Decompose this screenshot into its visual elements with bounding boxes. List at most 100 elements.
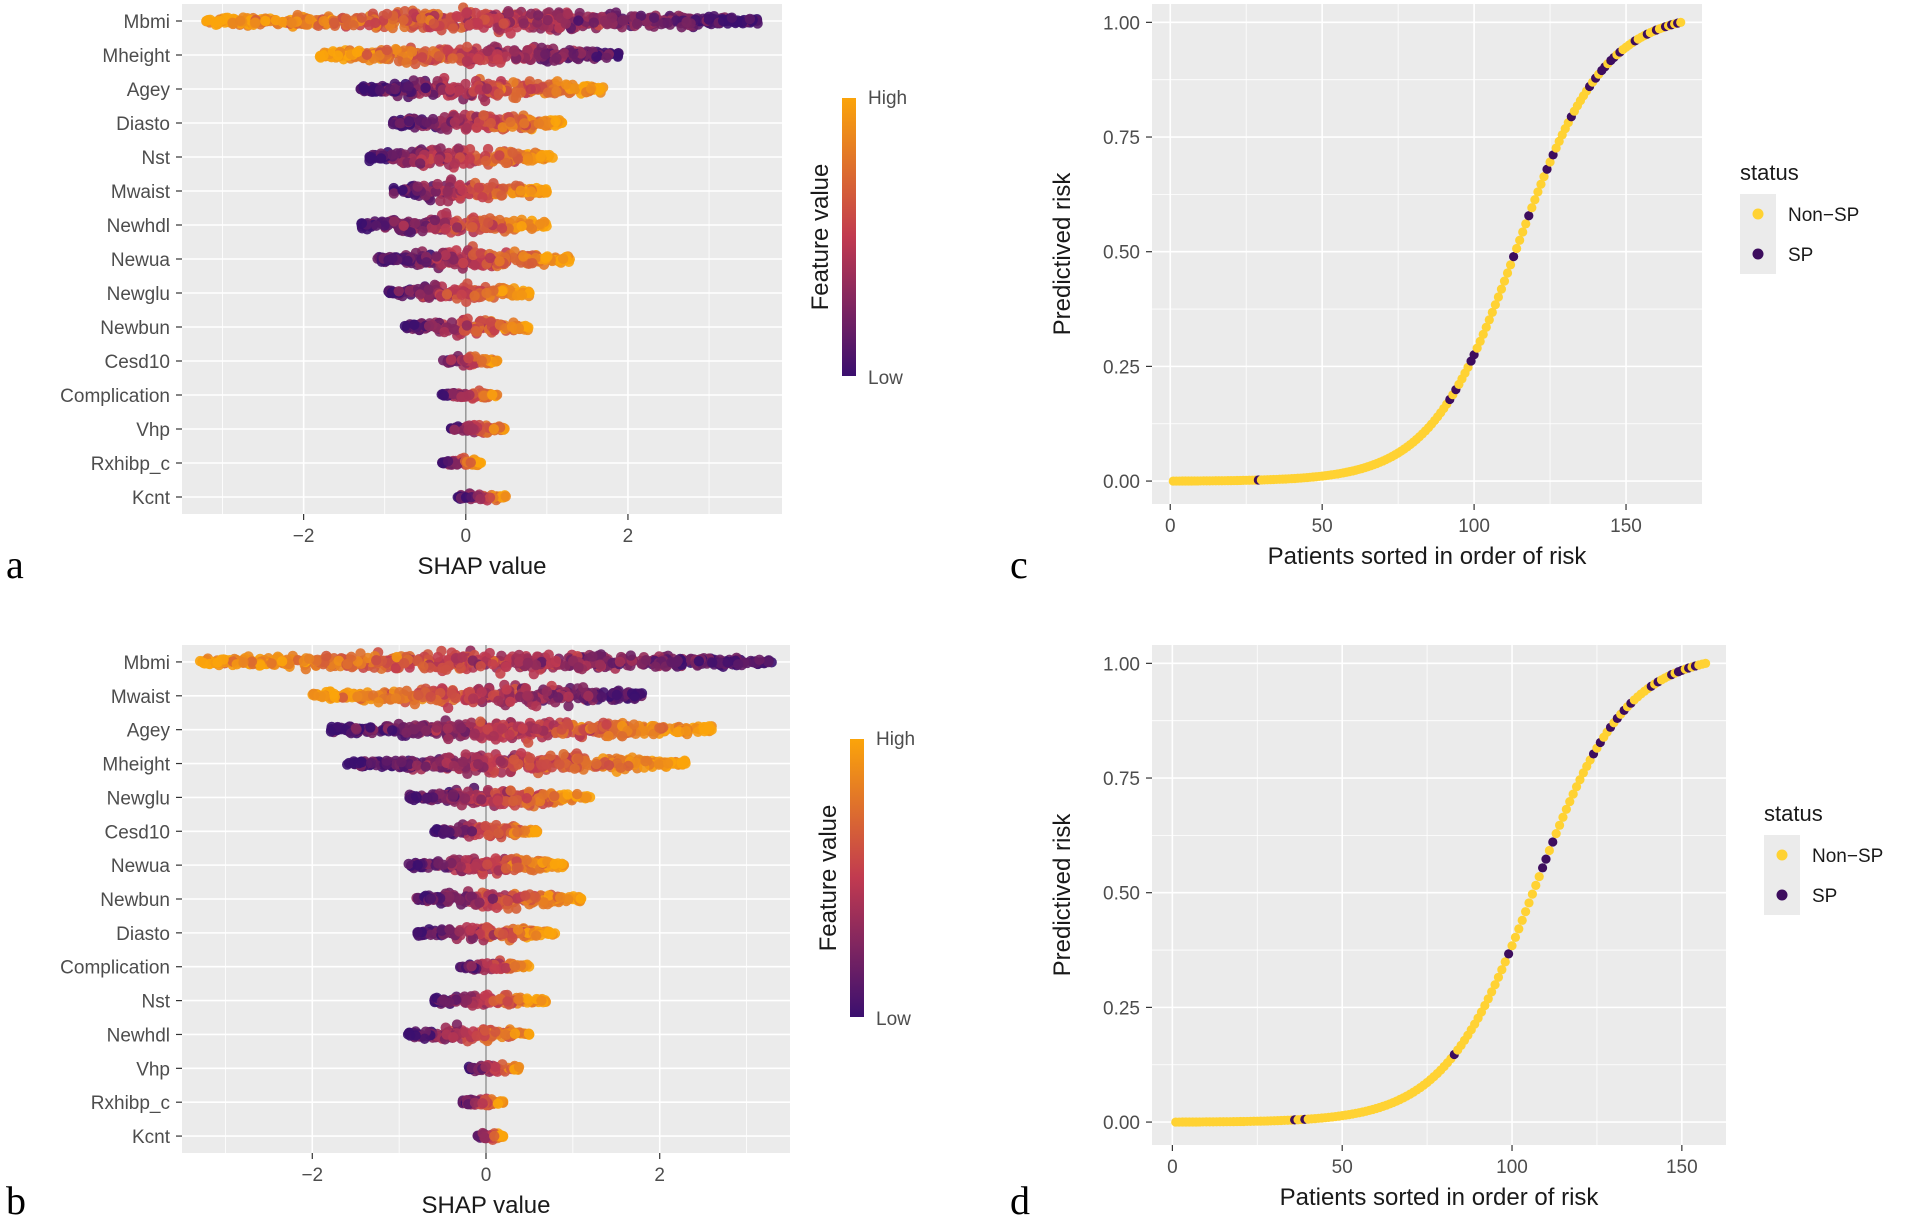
shap-point — [276, 656, 288, 667]
shap-point — [469, 290, 480, 302]
shap-point — [328, 17, 340, 28]
shap-point — [448, 760, 460, 772]
shap-point — [423, 284, 434, 295]
shap-point — [365, 722, 376, 733]
shap-point — [492, 795, 503, 806]
shap-point — [560, 18, 572, 29]
shap-point — [201, 15, 212, 26]
shap-point — [603, 730, 614, 742]
shap-point — [467, 655, 478, 666]
shap-point — [681, 16, 692, 28]
shap-point — [447, 791, 459, 802]
shap-point — [314, 51, 326, 62]
shap-point — [558, 748, 569, 760]
shap-point — [531, 701, 542, 712]
shap-point — [428, 18, 440, 29]
shap-point — [409, 319, 420, 330]
shap-point — [488, 730, 499, 742]
feature-label: Mwaist — [111, 687, 171, 708]
shap-point — [500, 491, 511, 502]
shap-point — [260, 15, 271, 27]
shap-point — [425, 691, 436, 702]
shap-point — [413, 689, 424, 701]
shap-point — [571, 788, 583, 800]
shap-point — [453, 143, 464, 154]
shap-point — [551, 52, 562, 64]
shap-point — [629, 691, 640, 702]
shap-point — [487, 389, 498, 400]
shap-point — [640, 755, 651, 767]
feature-label: Newglu — [107, 284, 170, 305]
shap-point — [401, 685, 412, 696]
shap-point — [478, 110, 489, 121]
shap-point — [361, 49, 373, 60]
shap-point — [446, 317, 458, 328]
shap-point — [393, 286, 404, 297]
shap-point — [476, 686, 487, 698]
shap-point — [505, 785, 516, 796]
shap-point — [404, 285, 416, 296]
shap-point — [477, 191, 488, 203]
shap-point — [219, 14, 230, 25]
feature-row — [356, 207, 552, 238]
shap-point — [391, 44, 402, 56]
shap-point — [432, 178, 443, 190]
shap-point — [516, 290, 528, 301]
shap-point — [318, 15, 329, 27]
shap-point — [444, 84, 456, 95]
shap-point — [617, 731, 628, 742]
shap-point — [472, 758, 484, 770]
shap-point — [449, 424, 460, 436]
shap-point — [522, 155, 534, 166]
shap-point — [493, 828, 504, 839]
shap-point — [439, 326, 450, 338]
shap-point — [255, 660, 266, 671]
shap-point — [498, 18, 509, 29]
shap-point — [309, 690, 320, 701]
shap-point — [459, 793, 471, 804]
shap-point — [394, 118, 406, 129]
shap-point — [446, 354, 457, 365]
shap-point — [386, 149, 398, 160]
shap-point — [549, 790, 560, 802]
shap-point — [591, 51, 602, 63]
shap-point — [457, 756, 468, 768]
shap-point — [464, 19, 475, 30]
shap-point — [509, 46, 520, 57]
shap-point — [412, 181, 423, 192]
shap-point — [615, 762, 626, 774]
shap-point — [570, 82, 581, 94]
feature-row — [372, 241, 575, 274]
shap-point — [465, 457, 476, 468]
shap-point — [277, 16, 289, 28]
shap-point — [680, 725, 692, 737]
shap-point — [417, 52, 428, 63]
shap-point — [497, 122, 509, 133]
shap-point — [484, 647, 495, 659]
shap-point — [408, 8, 419, 19]
shap-point — [485, 117, 496, 129]
shap-point — [421, 725, 432, 736]
shap-point — [456, 722, 467, 734]
shap-point — [473, 182, 485, 193]
shap-point — [457, 257, 469, 269]
shap-panel-b: MbmiMwaistAgeyMheightNewgluCesd10NewuaNe… — [60, 645, 915, 1219]
shap-point — [505, 696, 516, 707]
shap-point — [442, 44, 453, 55]
shap-point — [551, 86, 562, 97]
shap-point — [444, 826, 455, 838]
feature-row — [437, 350, 503, 371]
shap-point — [542, 14, 553, 26]
panel-letter-b: b — [6, 1178, 26, 1220]
shap-point — [534, 218, 546, 230]
shap-point — [553, 692, 564, 703]
shap-point — [507, 147, 518, 158]
shap-point — [371, 220, 382, 231]
shap-point — [387, 253, 398, 264]
feature-row — [194, 645, 777, 680]
feature-label: Cesd10 — [105, 822, 171, 843]
shap-point — [533, 118, 544, 129]
shap-point — [466, 717, 477, 728]
shap-point — [420, 761, 431, 772]
shap-point — [333, 655, 344, 667]
